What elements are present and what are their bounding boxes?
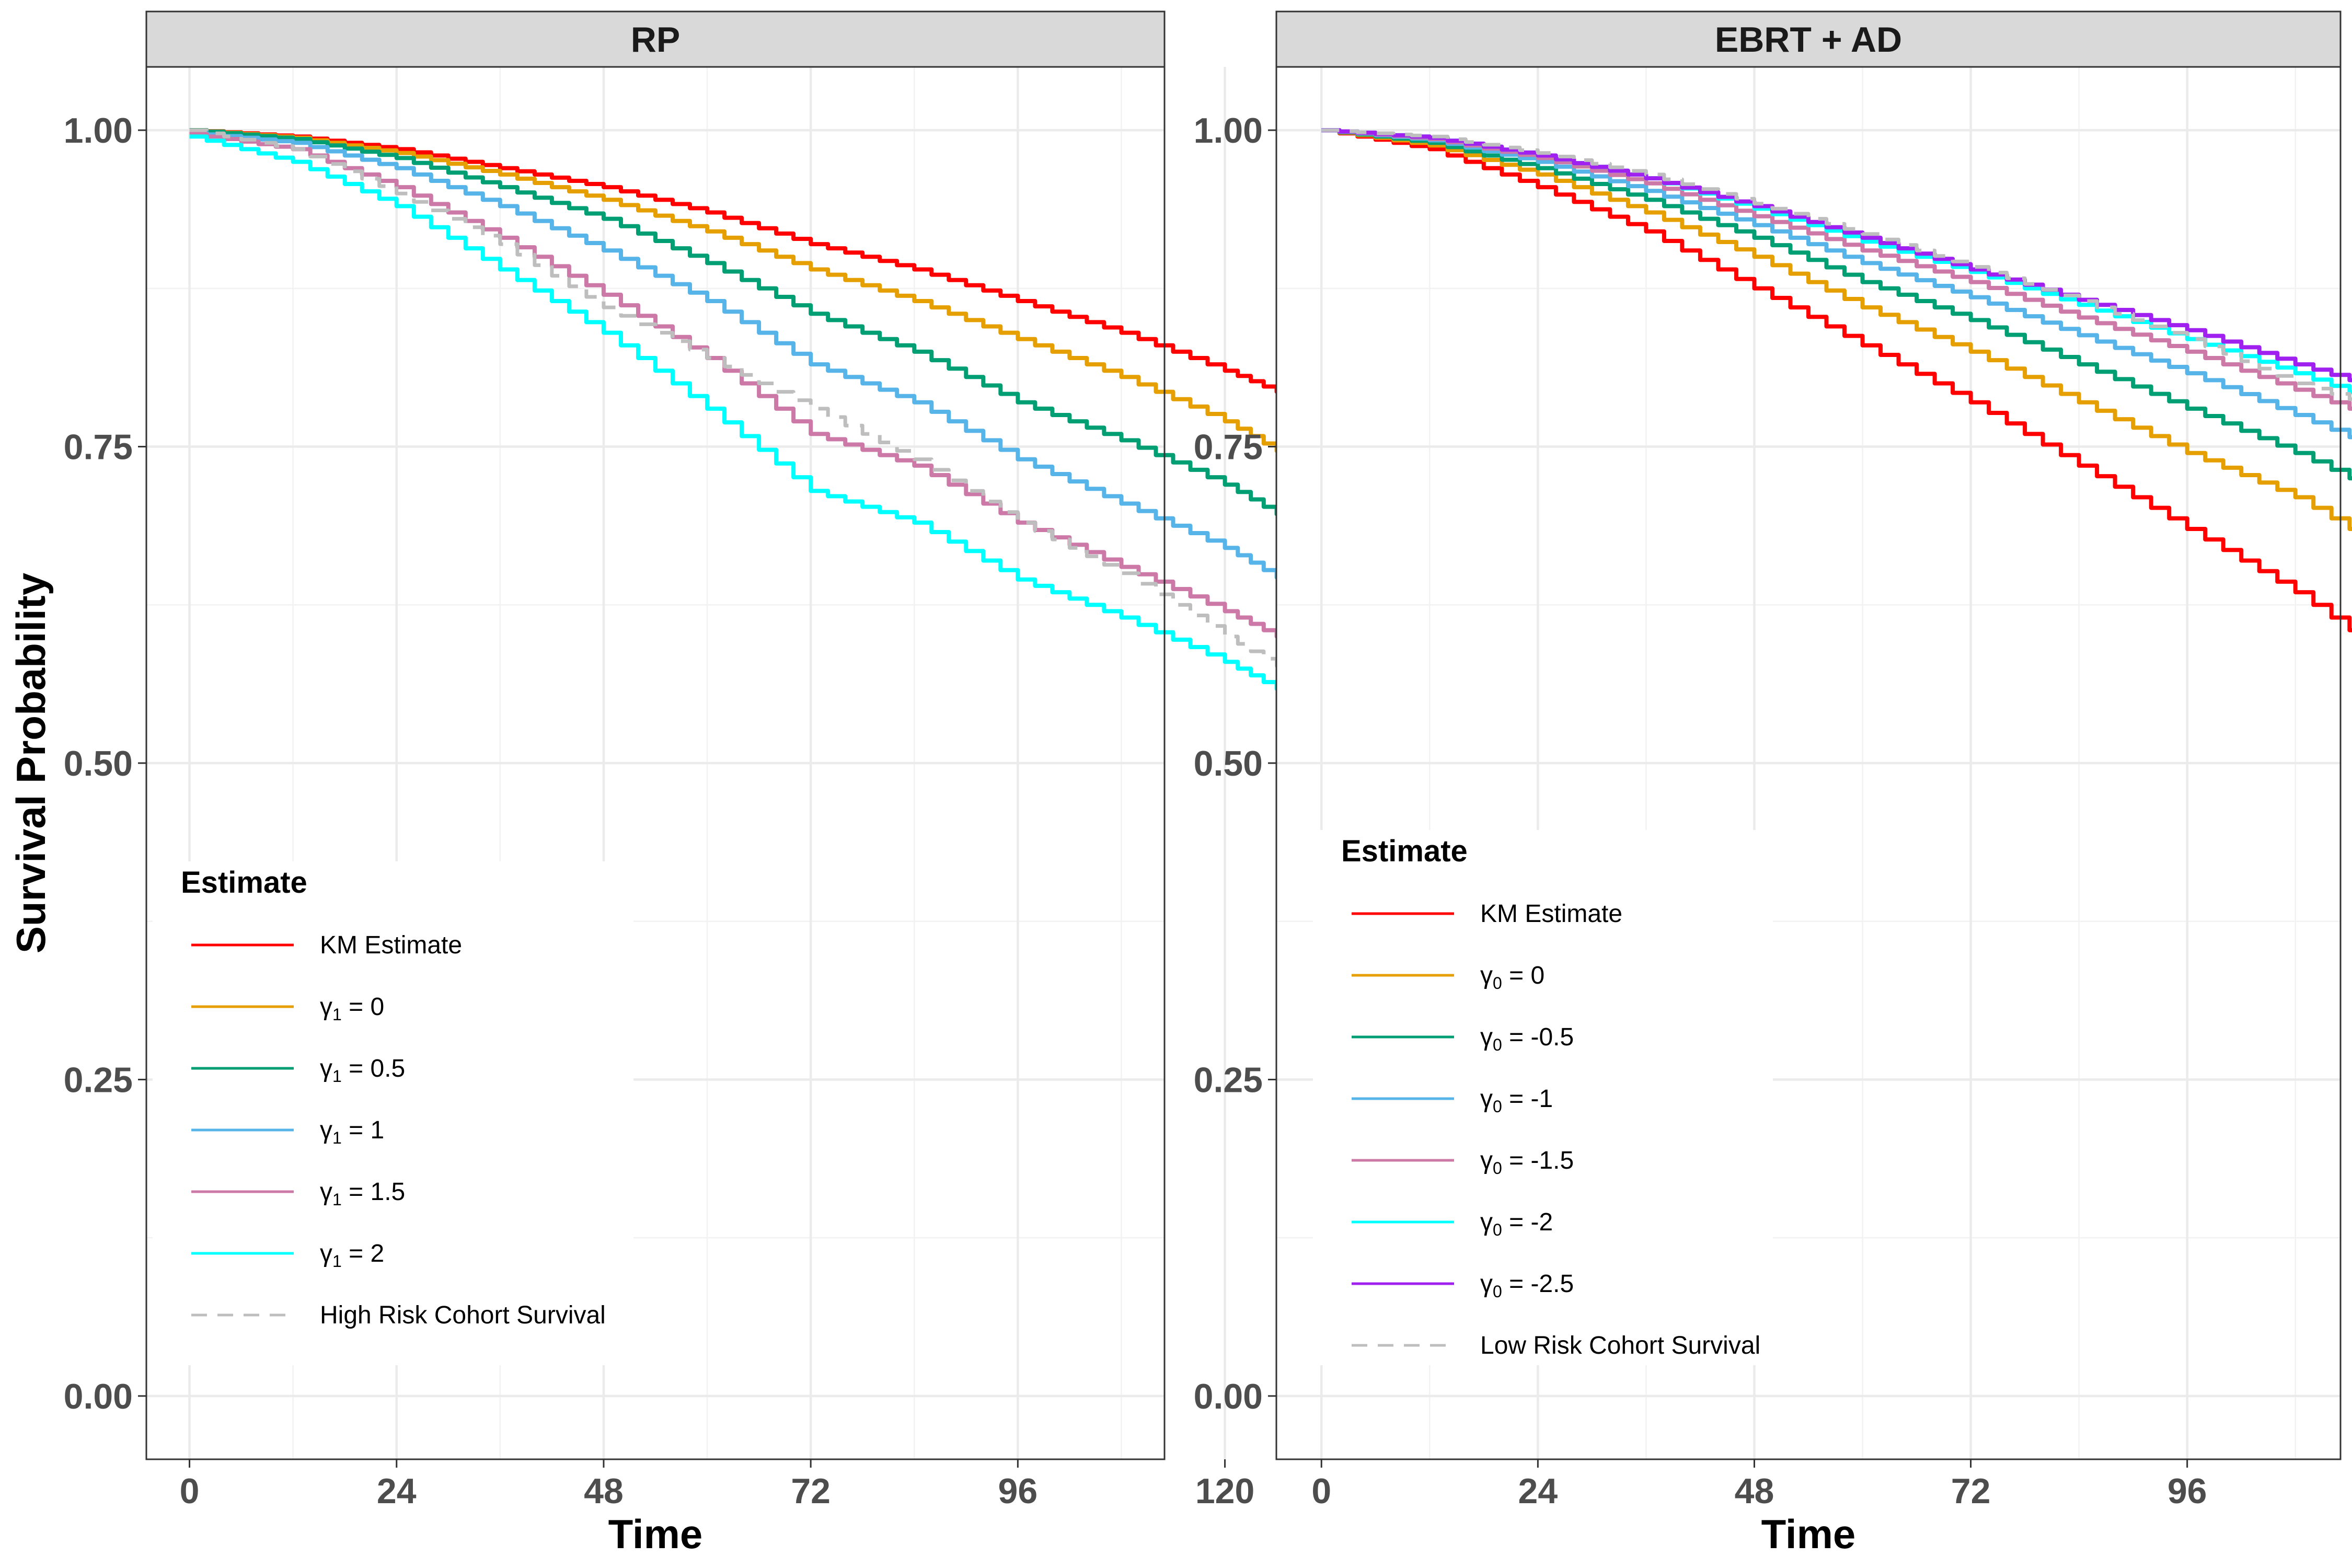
x-tick-label: 0 bbox=[180, 1471, 200, 1511]
y-tick-label: 0.00 bbox=[1194, 1377, 1263, 1416]
legend-label-5: γ0 = -2 bbox=[1480, 1208, 1553, 1239]
legend-value: = 1 bbox=[342, 1116, 384, 1144]
legend-value: = 1.5 bbox=[342, 1178, 405, 1206]
legend-label-6: γ0 = -2.5 bbox=[1480, 1270, 1574, 1301]
legend-symbol: γ bbox=[320, 993, 332, 1021]
legend-label-6: High Risk Cohort Survival bbox=[320, 1301, 606, 1329]
legend-value: = 0 bbox=[342, 993, 384, 1021]
legend-value: = 2 bbox=[342, 1240, 384, 1267]
legend-value: = 0 bbox=[1502, 962, 1544, 989]
legend-label-1: γ1 = 0 bbox=[320, 993, 384, 1024]
legend-label-5: γ1 = 2 bbox=[320, 1240, 384, 1271]
legend-subscript: 0 bbox=[1493, 1282, 1502, 1301]
y-tick-label: 0.75 bbox=[64, 428, 133, 467]
legend-symbol: γ bbox=[1480, 1208, 1493, 1236]
legend-label-2: γ1 = 0.5 bbox=[320, 1055, 405, 1086]
series-line-3 bbox=[189, 130, 1305, 593]
legend-symbol: γ bbox=[1480, 1270, 1493, 1298]
series-line-2 bbox=[189, 128, 1305, 529]
legend-subscript: 0 bbox=[1493, 1035, 1502, 1054]
series-line-0 bbox=[1321, 128, 2352, 632]
series-line-7 bbox=[1321, 128, 2352, 401]
legend-symbol: γ bbox=[1480, 962, 1493, 989]
x-tick-label: 96 bbox=[2167, 1471, 2207, 1511]
legend-label-4: γ1 = 1.5 bbox=[320, 1178, 405, 1209]
panel-strip bbox=[1275, 10, 2342, 68]
x-axis-title: Time bbox=[608, 1511, 703, 1557]
y-tick-label: 0.25 bbox=[1194, 1060, 1263, 1100]
legend-symbol: γ bbox=[320, 1055, 332, 1082]
y-tick-label: 0.00 bbox=[64, 1377, 133, 1416]
legend-value: = -2 bbox=[1502, 1208, 1553, 1236]
legend-subscript: 0 bbox=[1493, 1097, 1502, 1116]
legend-subscript: 0 bbox=[1493, 974, 1502, 993]
series-line-6 bbox=[1321, 128, 2352, 383]
legend-title: Estimate bbox=[181, 866, 307, 900]
legend-subscript: 1 bbox=[332, 1128, 342, 1147]
y-tick-label: 0.25 bbox=[64, 1060, 133, 1100]
x-axis-title: Time bbox=[1761, 1511, 1856, 1557]
legend-subscript: 1 bbox=[332, 1252, 342, 1271]
legend-label-2: γ0 = -0.5 bbox=[1480, 1023, 1574, 1054]
x-tick-label: 120 bbox=[1195, 1471, 1254, 1511]
legend-symbol: γ bbox=[320, 1178, 332, 1206]
series-line-2 bbox=[1321, 128, 2352, 481]
x-tick-label: 72 bbox=[1951, 1471, 1991, 1511]
legend-label-4: γ0 = -1.5 bbox=[1480, 1147, 1574, 1178]
legend-label-1: γ0 = 0 bbox=[1480, 962, 1544, 993]
legend-subscript: 0 bbox=[1493, 1220, 1502, 1239]
y-tick-label: 0.50 bbox=[1194, 744, 1263, 783]
legend-symbol: γ bbox=[1480, 1023, 1493, 1051]
y-axis-title: Survival Probability bbox=[8, 573, 54, 953]
legend-value: = -1.5 bbox=[1502, 1147, 1574, 1174]
legend-title: Estimate bbox=[1341, 834, 1468, 868]
legend-subscript: 1 bbox=[332, 1067, 342, 1086]
y-tick-label: 1.00 bbox=[1194, 111, 1263, 151]
x-tick-label: 0 bbox=[1311, 1471, 1331, 1511]
y-tick-label: 1.00 bbox=[64, 111, 133, 151]
series-line-5 bbox=[189, 134, 1305, 702]
legend-symbol: γ bbox=[1480, 1147, 1493, 1174]
y-tick-label: 0.50 bbox=[64, 744, 133, 783]
legend-subscript: 1 bbox=[332, 1005, 342, 1024]
x-tick-label: 72 bbox=[791, 1471, 831, 1511]
legend-symbol: γ bbox=[320, 1116, 332, 1144]
legend-value: = -0.5 bbox=[1502, 1023, 1574, 1051]
series-line-6 bbox=[189, 128, 1305, 681]
legend-subscript: 1 bbox=[332, 1190, 342, 1209]
legend-value: = -2.5 bbox=[1502, 1270, 1574, 1298]
legend-label-3: γ0 = -1 bbox=[1480, 1085, 1553, 1116]
x-tick-label: 24 bbox=[377, 1471, 417, 1511]
panel-ebrt-ad: EBRT + AD 0.00 0.25 0.50 0.75 1.00 0 24 48 72 96 12… bbox=[1194, 10, 2352, 1557]
panel-title: RP bbox=[631, 20, 680, 60]
panel-rp: RP 0.00 0.25 0.50 0.75 1.00 0 24 48 72 96 120 Time Su… bbox=[8, 10, 1305, 1557]
panel-strip bbox=[145, 10, 1166, 68]
series-line-1 bbox=[1321, 128, 2352, 531]
legend-value: = 0.5 bbox=[342, 1055, 405, 1082]
legend-label-0: KM Estimate bbox=[1480, 900, 1622, 928]
x-tick-label: 48 bbox=[1735, 1471, 1774, 1511]
y-tick-label: 0.75 bbox=[1194, 428, 1263, 467]
legend-subscript: 0 bbox=[1493, 1159, 1502, 1178]
panel-title: EBRT + AD bbox=[1715, 20, 1902, 60]
x-tick-label: 96 bbox=[998, 1471, 1038, 1511]
x-tick-label: 24 bbox=[1518, 1471, 1558, 1511]
legend-value: = -1 bbox=[1502, 1085, 1553, 1113]
series-line-4 bbox=[1321, 128, 2352, 411]
legend-label-7: Low Risk Cohort Survival bbox=[1480, 1332, 1760, 1359]
legend-label-0: KM Estimate bbox=[320, 931, 462, 959]
x-tick-label: 48 bbox=[584, 1471, 624, 1511]
series-line-3 bbox=[1321, 128, 2352, 440]
legend-symbol: γ bbox=[320, 1240, 332, 1267]
legend-symbol: γ bbox=[1480, 1085, 1493, 1113]
legend-label-3: γ1 = 1 bbox=[320, 1116, 384, 1147]
